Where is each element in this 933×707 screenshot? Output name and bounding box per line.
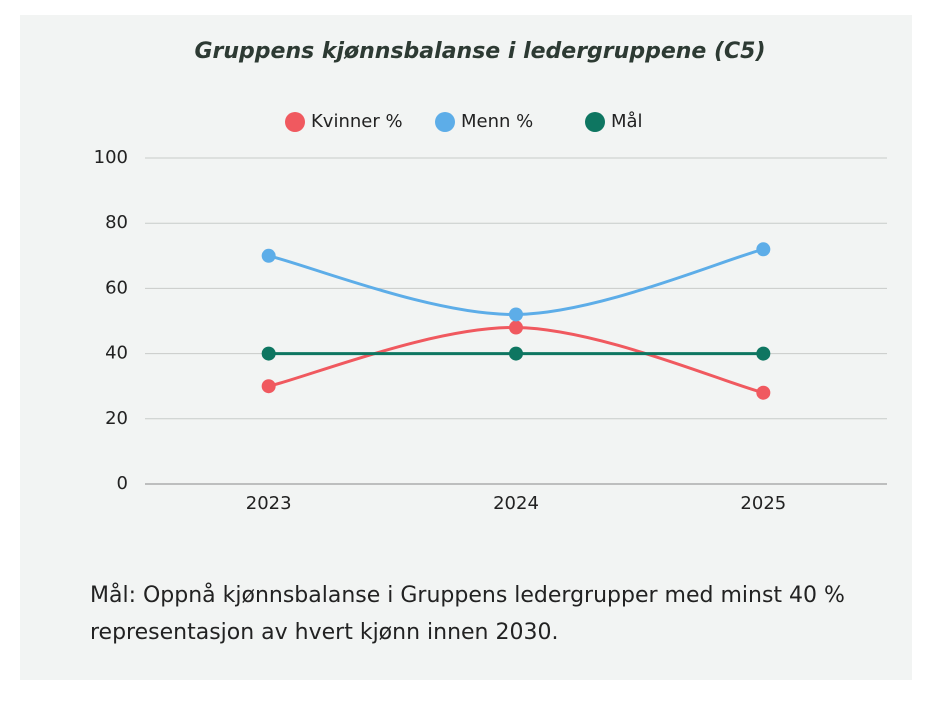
y-tick-label: 40: [105, 343, 128, 364]
legend-marker: [585, 112, 605, 132]
legend-label: Menn %: [461, 111, 533, 132]
caption: Mål: Oppnå kjønnsbalanse i Gruppens lede…: [90, 583, 845, 645]
data-point: [756, 242, 771, 257]
data-point: [756, 346, 771, 361]
chart-title: Gruppens kjønnsbalanse i ledergruppene (…: [194, 39, 765, 64]
y-tick-label: 80: [105, 212, 128, 233]
data-point: [756, 385, 771, 400]
legend-label: Mål: [611, 111, 643, 132]
data-point: [261, 346, 276, 361]
series-line: [268, 247, 764, 316]
x-tick-label: 2024: [493, 493, 539, 514]
y-tick-label: 0: [117, 473, 128, 494]
legend-label: Kvinner %: [311, 111, 403, 132]
x-tick-label: 2025: [740, 493, 786, 514]
y-tick-label: 60: [105, 277, 128, 298]
data-point: [261, 248, 276, 263]
legend-marker: [435, 112, 455, 132]
data-point: [509, 307, 523, 322]
data-point: [509, 320, 523, 335]
legend-marker: [285, 112, 305, 132]
y-tick-label: 20: [105, 408, 128, 429]
data-point: [261, 379, 276, 394]
x-tick-label: 2023: [246, 493, 292, 514]
y-tick-label: 100: [94, 147, 128, 168]
data-point: [509, 346, 523, 361]
